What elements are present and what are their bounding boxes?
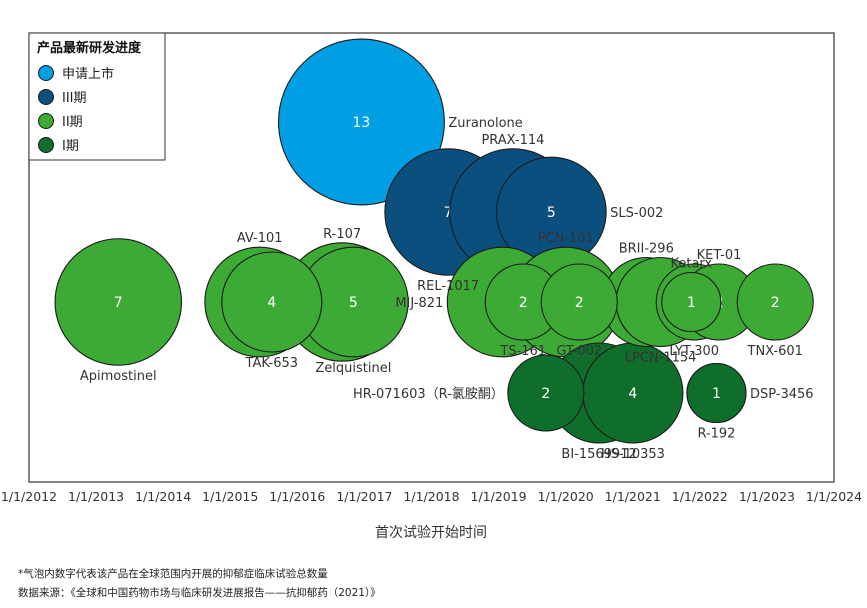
bubble-zuranolone: [277, 38, 445, 206]
legend-box: [28, 32, 166, 161]
x-tick-label: 1/1/2021: [605, 489, 661, 504]
bubble-label-ts-161: TS-161: [499, 344, 546, 359]
bubble-label-hs-10353: HS-10353: [601, 447, 665, 462]
x-tick-label: 1/1/2012: [1, 489, 57, 504]
bubble-label-r-192: R-192: [697, 427, 735, 442]
x-tick-label: 1/1/2013: [68, 489, 124, 504]
bubble-label-tak-653: TAK-653: [245, 356, 299, 371]
legend-swatch-p2: [38, 113, 54, 129]
legend-title: 产品最新研发进度: [37, 40, 142, 56]
bubble-gt-002: [540, 263, 618, 341]
x-tick-label: 1/1/2015: [202, 489, 258, 504]
bubble-label-rel-1017: REL-1017: [417, 279, 479, 294]
x-tick-label: 1/1/2018: [403, 489, 459, 504]
x-tick-label: 1/1/2017: [336, 489, 392, 504]
bubble-label-sls-002: SLS-002: [610, 206, 663, 221]
bubble-ketarx: [661, 271, 722, 333]
x-tick-label: 1/1/2016: [269, 489, 325, 504]
legend-swatch-p3: [38, 89, 54, 105]
bubble-count-hr-071603-r: 2: [541, 386, 550, 402]
legend-label-p3: III期: [62, 91, 87, 106]
x-tick-label: 1/1/2020: [538, 489, 594, 504]
bubble-apimostinel: [54, 238, 183, 366]
x-tick-label: 1/1/2019: [471, 489, 527, 504]
x-tick-label: 1/1/2022: [672, 489, 728, 504]
bubble-label-gt-002: GT-002: [556, 344, 602, 359]
bubble-label-bi-1569912: BI-1569912: [561, 447, 636, 462]
legend-label-nda: 申请上市: [62, 66, 114, 82]
bubbles-layer: 1377765555544433222222111: [54, 38, 814, 444]
bubble-hr-071603-r: [507, 354, 585, 432]
bubble-tak-653: [221, 251, 323, 353]
legend-label-p2: II期: [62, 115, 83, 130]
x-axis-title: 首次试验开始时间: [375, 525, 487, 541]
bubble-count-zelquistinel: 5: [349, 295, 358, 311]
x-tick-label: 1/1/2023: [739, 489, 795, 504]
bubble-count-hs-10353: 4: [628, 386, 637, 402]
bubble-label-tnx-601: TNX-601: [747, 344, 803, 359]
bubble-label-r-107: R-107: [323, 227, 361, 242]
bubble-label-brii-296: BRII-296: [619, 241, 674, 256]
legend-swatch-nda: [38, 65, 54, 81]
bubble-label-lpcn-1154: LPCN-1154: [625, 351, 697, 366]
legend: 产品最新研发进度 申请上市 III期 II期 I期: [28, 32, 166, 161]
bubble-count-sls-002: 5: [547, 205, 556, 221]
bubble-label-lyt-300: LYT-300: [669, 344, 719, 359]
bubble-count-gt-002: 2: [575, 295, 584, 311]
bubble-label-mij-821: MIJ-821: [395, 296, 443, 311]
legend-label-p1: I期: [62, 139, 79, 154]
bubble-label-zuranolone: Zuranolone: [448, 116, 522, 131]
bubble-label-dsp-3456: DSP-3456: [750, 387, 814, 402]
bubble-count-r-192: 1: [712, 386, 721, 402]
legend-swatch-p1: [38, 137, 54, 153]
x-tick-label: 1/1/2014: [135, 489, 191, 504]
bubble-label-zelquistinel: Zelquistinel: [315, 361, 391, 376]
bubble-label-prax-114: PRAX-114: [481, 133, 544, 148]
bubble-label-av-101: AV-101: [237, 231, 283, 246]
bubble-label-ketarx: Ketarx: [670, 257, 712, 272]
footnote-data-source: 数据来源：《全球和中国药物市场与临床研发进展报告——抗抑郁药（2021）》: [18, 587, 381, 599]
bubble-count-zuranolone: 13: [353, 115, 371, 131]
bubble-label-hr-071603-r: HR-071603（R-氯胺酮）: [353, 387, 504, 402]
bubble-count-ketarx: 1: [687, 295, 696, 311]
footnote-bubble-meaning: *气泡内数字代表该产品在全球范围内开展的抑郁症临床试验总数量: [18, 568, 328, 580]
bubble-r-192: [686, 362, 747, 424]
bubble-label-pcn-101: PCN-101: [538, 231, 594, 246]
bubble-label-ket-01: KET-01: [697, 248, 742, 263]
labels-layer: Zuranolone REL-1017 PRAX-114 Apimostinel R-1…: [80, 116, 814, 462]
bubble-count-tak-653: 4: [267, 295, 276, 311]
x-axis-ticks: 1/1/2012 1/1/2013 1/1/2014 1/1/2015 1/1/2016…: [1, 489, 862, 504]
x-tick-label: 1/1/2024: [806, 489, 862, 504]
bubble-count-apimostinel: 7: [114, 295, 123, 311]
bubble-label-apimostinel: Apimostinel: [80, 369, 157, 384]
bubble-count-tnx-601: 2: [771, 295, 780, 311]
bubble-count-ts-161: 2: [519, 295, 528, 311]
bubble-count-rel-1017: 7: [444, 205, 453, 221]
bubble-tnx-601: [736, 263, 814, 341]
